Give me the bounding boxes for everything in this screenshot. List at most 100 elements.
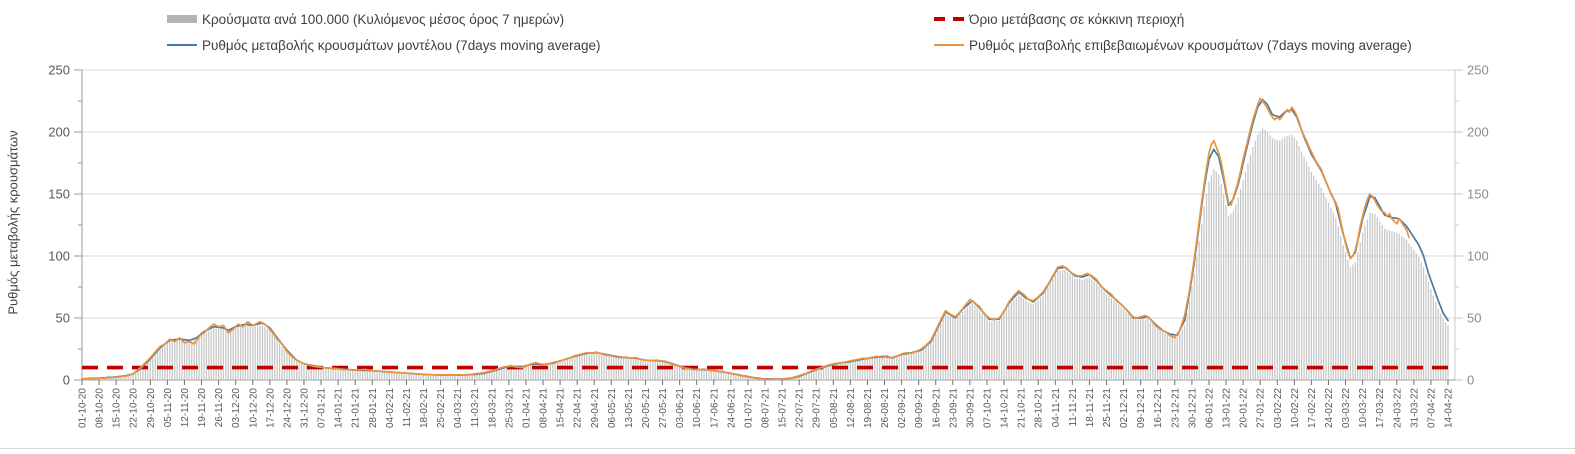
svg-text:12-08-21: 12-08-21 — [846, 388, 857, 428]
y-axis-ticks — [74, 69, 1463, 381]
svg-text:100: 100 — [1467, 249, 1489, 264]
svg-text:17-06-21: 17-06-21 — [709, 388, 720, 428]
x-axis-ticks — [81, 380, 1449, 385]
svg-text:30-12-21: 30-12-21 — [1187, 388, 1198, 428]
svg-text:250: 250 — [48, 63, 70, 78]
svg-text:10-12-20: 10-12-20 — [248, 388, 259, 428]
svg-text:28-10-21: 28-10-21 — [1034, 388, 1045, 428]
svg-text:14-10-21: 14-10-21 — [1000, 388, 1011, 428]
legend-label-cases-bars: Κρούσματα ανά 100.000 (Κυλιόμενος μέσος … — [202, 11, 565, 27]
svg-text:08-10-20: 08-10-20 — [95, 388, 106, 428]
svg-text:24-02-22: 24-02-22 — [1324, 388, 1335, 428]
svg-text:07-01-21: 07-01-21 — [317, 388, 328, 428]
svg-text:28-01-21: 28-01-21 — [368, 388, 379, 428]
svg-text:20-01-22: 20-01-22 — [1239, 388, 1250, 428]
svg-text:23-09-21: 23-09-21 — [948, 388, 959, 428]
svg-text:23-12-21: 23-12-21 — [1170, 388, 1181, 428]
svg-text:21-10-21: 21-10-21 — [1017, 388, 1028, 428]
svg-text:07-10-21: 07-10-21 — [982, 388, 993, 428]
svg-text:24-12-20: 24-12-20 — [282, 388, 293, 428]
svg-text:01-07-21: 01-07-21 — [743, 388, 754, 428]
svg-text:03-02-22: 03-02-22 — [1273, 388, 1284, 428]
svg-text:06-05-21: 06-05-21 — [607, 388, 618, 428]
svg-text:24-06-21: 24-06-21 — [726, 388, 737, 428]
threshold-swatch-icon — [934, 17, 964, 21]
svg-text:0: 0 — [1467, 373, 1474, 388]
svg-text:14-01-21: 14-01-21 — [334, 388, 345, 428]
svg-text:25-03-21: 25-03-21 — [504, 388, 515, 428]
svg-text:29-07-21: 29-07-21 — [812, 388, 823, 428]
svg-text:04-03-21: 04-03-21 — [453, 388, 464, 428]
svg-text:25-02-21: 25-02-21 — [436, 388, 447, 428]
svg-text:02-12-21: 02-12-21 — [1119, 388, 1130, 428]
legend-item-threshold: Όριο μετάβασης σε κόκκινη περιοχή — [934, 6, 1412, 32]
svg-text:18-11-21: 18-11-21 — [1085, 388, 1096, 428]
legend-item-model-line: Ρυθμός μεταβολής κρουσμάτων μοντέλου (7d… — [167, 32, 601, 58]
svg-text:14-04-22: 14-04-22 — [1444, 388, 1455, 428]
svg-text:11-11-21: 11-11-21 — [1068, 388, 1079, 427]
svg-text:15-07-21: 15-07-21 — [778, 388, 789, 428]
svg-text:150: 150 — [1467, 187, 1489, 202]
svg-text:17-03-22: 17-03-22 — [1375, 388, 1386, 428]
svg-text:17-02-22: 17-02-22 — [1307, 388, 1318, 428]
svg-text:26-08-21: 26-08-21 — [880, 388, 891, 428]
svg-text:150: 150 — [48, 187, 70, 202]
svg-text:01-10-20: 01-10-20 — [78, 388, 89, 428]
svg-text:20-05-21: 20-05-21 — [641, 388, 652, 428]
legend-label-confirmed-line: Ρυθμός μεταβολής επιβεβαιωμένων κρουσμάτ… — [969, 37, 1412, 53]
svg-text:04-11-21: 04-11-21 — [1051, 388, 1062, 428]
svg-text:21-01-21: 21-01-21 — [351, 388, 362, 428]
legend-label-model-line: Ρυθμός μεταβολής κρουσμάτων μοντέλου (7d… — [202, 37, 601, 53]
svg-text:03-06-21: 03-06-21 — [675, 388, 686, 428]
svg-text:200: 200 — [48, 125, 70, 140]
confirmed-line — [81, 97, 1410, 381]
svg-text:24-03-22: 24-03-22 — [1392, 388, 1403, 428]
bars-swatch-icon — [167, 15, 197, 23]
x-axis-labels: 01-10-20 08-10-20 15-10-20 22-10-20 29-10-20… — [78, 388, 1455, 428]
svg-text:100: 100 — [48, 249, 70, 264]
svg-text:30-09-21: 30-09-21 — [965, 388, 976, 428]
svg-text:27-01-22: 27-01-22 — [1256, 388, 1267, 428]
legend-item-cases-bars: Κρούσματα ανά 100.000 (Κυλιόμενος μέσος … — [167, 6, 601, 32]
axes — [81, 70, 1456, 381]
svg-text:01-04-21: 01-04-21 — [521, 388, 532, 428]
svg-text:04-02-21: 04-02-21 — [385, 388, 396, 428]
svg-text:0: 0 — [63, 373, 70, 388]
svg-text:50: 50 — [1467, 311, 1481, 326]
svg-text:10-03-22: 10-03-22 — [1358, 388, 1369, 428]
svg-text:05-08-21: 05-08-21 — [829, 388, 840, 428]
svg-text:13-05-21: 13-05-21 — [624, 388, 635, 428]
svg-text:03-03-22: 03-03-22 — [1341, 388, 1352, 428]
svg-text:15-10-20: 15-10-20 — [112, 388, 123, 428]
svg-text:08-04-21: 08-04-21 — [539, 388, 550, 428]
svg-text:09-09-21: 09-09-21 — [914, 388, 925, 428]
svg-text:02-09-21: 02-09-21 — [897, 388, 908, 428]
legend-label-threshold: Όριο μετάβασης σε κόκκινη περιοχή — [969, 11, 1185, 27]
svg-text:13-01-22: 13-01-22 — [1222, 388, 1233, 428]
svg-text:200: 200 — [1467, 125, 1489, 140]
svg-text:50: 50 — [56, 311, 70, 326]
svg-text:27-05-21: 27-05-21 — [658, 388, 669, 428]
svg-text:22-07-21: 22-07-21 — [795, 388, 806, 428]
svg-text:31-03-22: 31-03-22 — [1409, 388, 1420, 428]
svg-text:09-12-21: 09-12-21 — [1136, 388, 1147, 428]
svg-text:31-12-20: 31-12-20 — [299, 388, 310, 428]
svg-text:12-11-20: 12-11-20 — [180, 388, 191, 428]
svg-text:17-12-20: 17-12-20 — [265, 388, 276, 428]
svg-text:18-02-21: 18-02-21 — [419, 388, 430, 428]
svg-text:22-10-20: 22-10-20 — [129, 388, 140, 428]
svg-text:05-11-20: 05-11-20 — [163, 388, 174, 428]
svg-text:29-04-21: 29-04-21 — [590, 388, 601, 428]
svg-text:15-04-21: 15-04-21 — [556, 388, 567, 428]
svg-text:11-02-21: 11-02-21 — [402, 388, 413, 428]
legend-item-confirmed-line: Ρυθμός μεταβολής επιβεβαιωμένων κρουσμάτ… — [934, 32, 1412, 58]
svg-text:16-09-21: 16-09-21 — [931, 388, 942, 428]
svg-text:25-11-21: 25-11-21 — [1102, 388, 1113, 428]
svg-text:10-06-21: 10-06-21 — [692, 388, 703, 428]
svg-text:19-11-20: 19-11-20 — [197, 388, 208, 428]
y-axis-labels: 0 0 50 50 100 100 150 150 200 200 250 250 — [48, 63, 1488, 388]
svg-text:26-11-20: 26-11-20 — [214, 388, 225, 428]
svg-text:06-01-22: 06-01-22 — [1204, 388, 1215, 428]
